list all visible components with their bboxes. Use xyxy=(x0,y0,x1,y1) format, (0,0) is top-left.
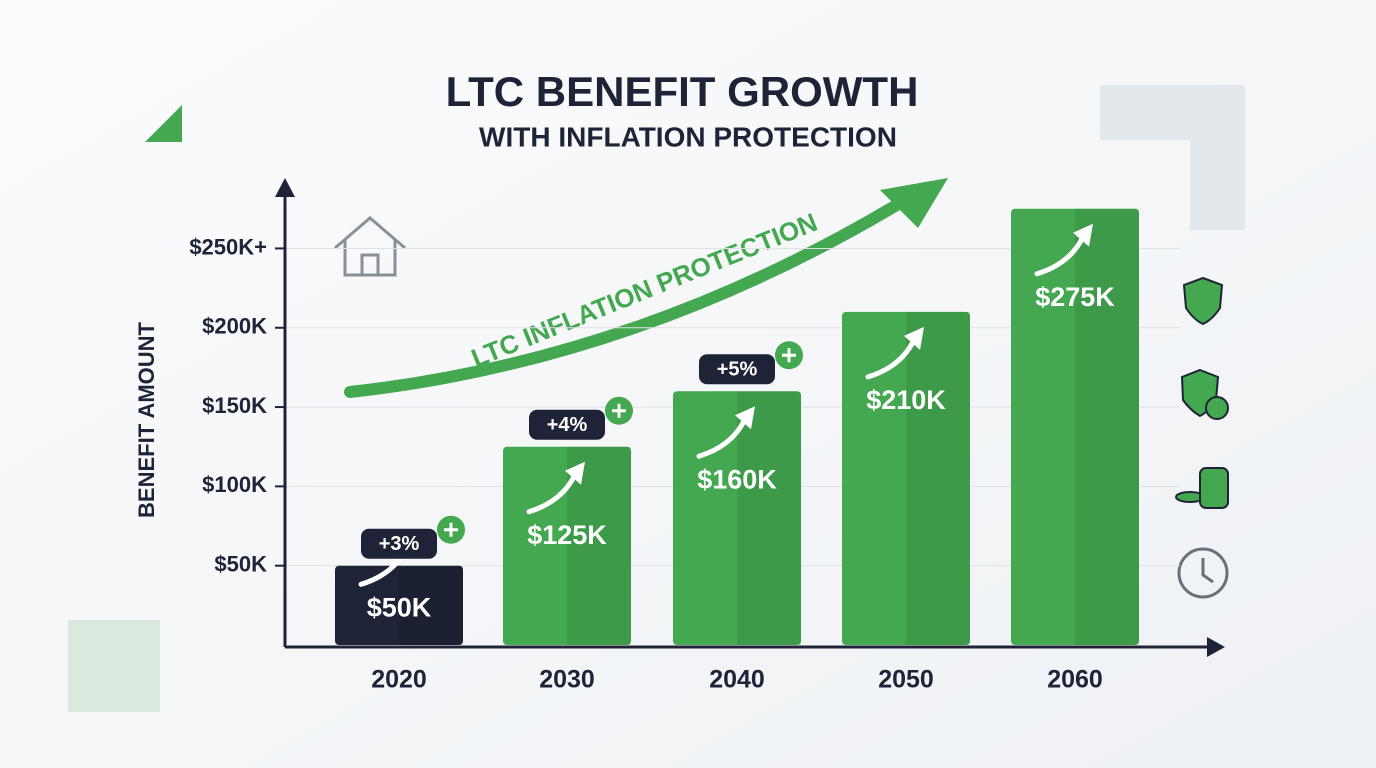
bar-arrow-head xyxy=(904,326,924,350)
change-badge xyxy=(699,354,775,385)
change-badge xyxy=(361,528,437,559)
x-tick-label: 2030 xyxy=(539,666,595,694)
value-label: $210K xyxy=(866,385,946,415)
chart-subtitle: WITH INFLATION PROTECTION xyxy=(479,121,897,152)
plot: $50K $100K $150K $200K $250K+ $50K 2020 +3% $125… xyxy=(189,208,1180,694)
change-label: +4% xyxy=(547,414,588,436)
decor-triangle xyxy=(145,105,182,142)
bar xyxy=(842,311,970,645)
y-tick-label: $200K xyxy=(202,314,267,339)
value-label: $125K xyxy=(527,520,607,550)
bar-shade xyxy=(737,391,801,645)
bar xyxy=(335,565,463,645)
bar-shade xyxy=(1075,208,1139,646)
change-label: +3% xyxy=(379,533,420,555)
plus-sign xyxy=(612,403,626,418)
bar-shade xyxy=(399,565,463,645)
x-tick-label: 2020 xyxy=(371,666,427,694)
decor-shape xyxy=(68,620,160,712)
x-tick-label: 2050 xyxy=(878,666,934,694)
trend-arrow-head xyxy=(880,178,948,228)
y-tick-label: $250K+ xyxy=(189,234,267,259)
value-label: $275K xyxy=(1035,282,1115,312)
y-axis-arrow xyxy=(275,178,295,197)
y-tick-label: $100K xyxy=(202,472,267,497)
x-tick-label: 2040 xyxy=(709,666,765,694)
bar-arrow-head xyxy=(1073,223,1093,247)
x-axis-arrow xyxy=(1207,637,1225,657)
bar-arrow-icon xyxy=(696,416,748,459)
bar-arrow-head xyxy=(565,461,585,485)
value-label: $50K xyxy=(367,592,432,622)
y-tick-label: $150K xyxy=(202,393,267,418)
bar xyxy=(1011,208,1139,646)
y-tick-label: $50K xyxy=(214,552,267,577)
side-icons xyxy=(1175,276,1229,599)
decor-shape xyxy=(1100,85,1245,230)
bar-arrow-icon xyxy=(526,472,578,515)
chart-title: LTC BENEFIT GROWTH xyxy=(446,68,919,115)
bar-arrow-icon xyxy=(865,337,917,380)
bar-shade xyxy=(906,311,970,645)
x-tick-label: 2060 xyxy=(1047,666,1103,694)
bar xyxy=(503,446,631,645)
bar-arrow-icon xyxy=(1034,234,1086,277)
value-label: $160K xyxy=(697,464,777,494)
y-axis-label: BENEFIT AMOUNT xyxy=(134,321,159,518)
house-icon xyxy=(334,216,406,277)
change-label: +5% xyxy=(717,358,758,380)
plus-sign xyxy=(444,522,458,537)
change-badge xyxy=(529,409,605,440)
bar-arrow-head xyxy=(735,406,755,430)
plus-sign xyxy=(782,348,796,363)
